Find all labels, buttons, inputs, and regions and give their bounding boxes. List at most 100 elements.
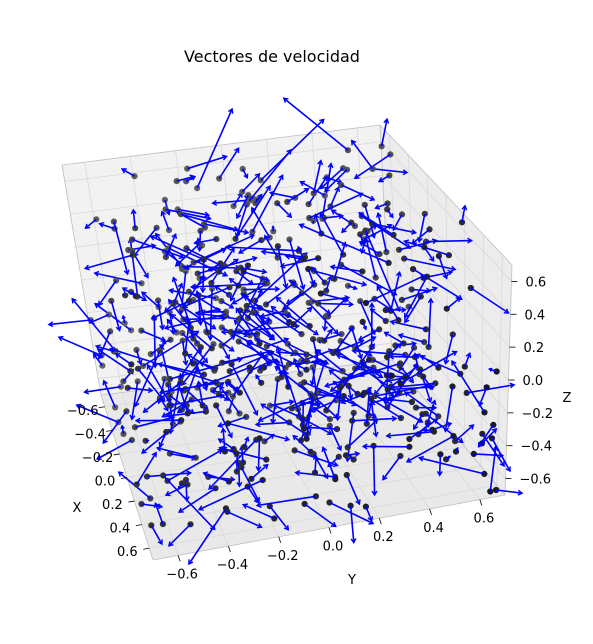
velocity-arrow-head bbox=[283, 525, 290, 531]
velocity-arrow bbox=[165, 208, 211, 220]
velocity-arrow bbox=[292, 435, 312, 453]
velocity-arrow-head bbox=[254, 173, 261, 179]
velocity-arrow bbox=[165, 233, 177, 258]
particle-point bbox=[129, 236, 136, 243]
velocity-arrow-head bbox=[298, 223, 305, 229]
velocity-arrow bbox=[444, 386, 454, 432]
particle-point bbox=[173, 178, 180, 185]
velocity-arrow bbox=[203, 472, 230, 483]
velocity-arrow bbox=[438, 255, 448, 279]
velocity-arrow-head bbox=[243, 295, 249, 302]
y-tick-label: 0.0 bbox=[323, 540, 344, 555]
velocity-arrow bbox=[398, 334, 425, 343]
velocity-arrow bbox=[365, 506, 373, 522]
velocity-arrow-head bbox=[217, 438, 224, 444]
velocity-arrow bbox=[248, 149, 292, 202]
velocity-arrow bbox=[260, 403, 307, 436]
velocity-arrow-head bbox=[166, 318, 173, 325]
velocity-arrow-head bbox=[157, 539, 163, 546]
velocity-arrow bbox=[181, 343, 215, 386]
velocity-arrow bbox=[322, 447, 337, 480]
velocity-arrow-head bbox=[204, 211, 211, 218]
velocity-arrow-head bbox=[322, 175, 328, 182]
velocity-arrow-head bbox=[306, 306, 313, 313]
velocity-arrow-head bbox=[270, 305, 277, 312]
velocity-arrow bbox=[227, 511, 262, 528]
velocity-arrow-head bbox=[333, 329, 339, 335]
velocity-arrow-head bbox=[165, 412, 172, 419]
velocity-arrow bbox=[351, 140, 374, 170]
velocity-arrow bbox=[477, 424, 494, 448]
velocity-arrow bbox=[345, 452, 360, 457]
velocity-arrow bbox=[377, 213, 388, 253]
velocity-arrow bbox=[99, 222, 115, 230]
velocity-arrow bbox=[154, 503, 164, 525]
velocity-arrow-head bbox=[176, 381, 183, 388]
velocity-arrow-head bbox=[350, 538, 357, 544]
velocity-arrow-head bbox=[359, 248, 366, 255]
velocity-arrow-head bbox=[313, 213, 320, 220]
velocity-arrow bbox=[133, 227, 158, 257]
velocity-arrow-head bbox=[177, 282, 184, 289]
velocity-arrow-head bbox=[186, 470, 192, 477]
velocity-arrow bbox=[137, 368, 166, 402]
velocity-arrow-head bbox=[255, 374, 260, 380]
velocity-arrow-head bbox=[326, 429, 333, 435]
velocity-arrow-head bbox=[171, 233, 177, 240]
z-tick-label: 0.6 bbox=[526, 275, 547, 290]
x-tick-mark bbox=[143, 547, 150, 550]
velocity-arrow-head bbox=[150, 314, 157, 320]
velocity-arrow bbox=[134, 350, 161, 407]
velocity-arrow-head bbox=[169, 415, 176, 421]
velocity-arrow-head bbox=[374, 204, 381, 210]
x-tick-label: 0.4 bbox=[110, 522, 131, 537]
velocity-arrow-head bbox=[196, 380, 203, 387]
velocity-arrow-head bbox=[334, 389, 341, 396]
velocity-arrow-head bbox=[159, 396, 166, 403]
velocity-arrow bbox=[169, 394, 225, 407]
velocity-arrow-head bbox=[96, 348, 103, 354]
velocity-arrow-head bbox=[319, 118, 325, 125]
grid-line-z-side bbox=[382, 175, 511, 315]
velocity-arrow-head bbox=[146, 363, 153, 370]
velocity-arrow bbox=[406, 435, 454, 463]
velocity-arrow-head bbox=[136, 359, 143, 366]
velocity-arrow-head bbox=[274, 365, 280, 372]
velocity-arrow bbox=[368, 397, 402, 419]
velocity-arrow bbox=[143, 381, 182, 413]
velocity-arrow bbox=[48, 319, 91, 326]
velocity-arrow-head bbox=[397, 333, 404, 339]
velocity-arrow-head bbox=[185, 318, 192, 325]
velocity-arrow bbox=[286, 292, 303, 305]
velocity-arrow bbox=[205, 330, 235, 352]
velocity-arrow-head bbox=[383, 331, 390, 337]
velocity-arrow bbox=[221, 331, 258, 335]
velocity-arrow-head bbox=[235, 307, 241, 314]
velocity-arrow bbox=[370, 308, 387, 322]
velocity-arrow-head bbox=[271, 224, 275, 229]
velocity-arrow-head bbox=[405, 457, 412, 463]
velocity-arrow-head bbox=[361, 443, 368, 450]
velocity-arrow-head bbox=[442, 426, 449, 433]
velocity-arrow-head bbox=[367, 515, 374, 522]
velocity-arrow bbox=[284, 370, 305, 429]
velocity-arrow bbox=[307, 176, 328, 205]
velocity-arrow bbox=[243, 437, 249, 448]
particle-point bbox=[225, 408, 232, 415]
velocity-arrow bbox=[131, 381, 139, 420]
velocity-arrow-head bbox=[224, 381, 231, 388]
velocity-arrow-head bbox=[312, 221, 315, 225]
velocity-arrow-head bbox=[257, 416, 264, 422]
velocity-arrow-head bbox=[97, 353, 104, 360]
velocity-arrow-head bbox=[98, 222, 105, 228]
grid-line-y-floor bbox=[329, 367, 430, 510]
velocity-arrow bbox=[376, 285, 400, 321]
velocity-arrow bbox=[256, 495, 317, 507]
velocity-arrow-head bbox=[194, 310, 201, 317]
velocity-arrow-head bbox=[431, 238, 438, 245]
velocity-arrow-head bbox=[330, 209, 337, 215]
velocity-arrow-head bbox=[309, 279, 316, 286]
velocity-arrow-head bbox=[458, 437, 464, 444]
velocity-arrow bbox=[168, 312, 175, 334]
velocity-arrow-head bbox=[299, 284, 306, 291]
